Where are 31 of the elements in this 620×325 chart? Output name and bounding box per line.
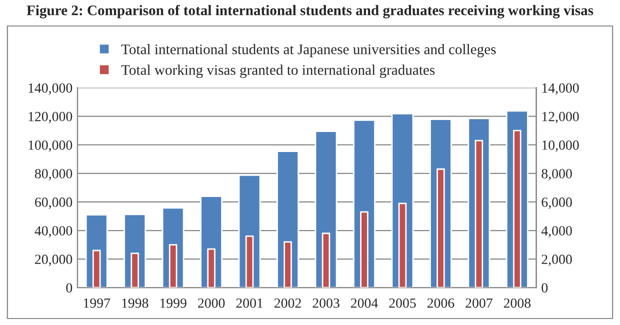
x-tick-label: 1998 bbox=[122, 298, 148, 308]
y-tick-label: 100,000 bbox=[28, 140, 72, 152]
x-tick-label: 2005 bbox=[389, 298, 416, 308]
x-tick-label: 2007 bbox=[466, 298, 492, 308]
x-tick-label: 2001 bbox=[236, 298, 263, 308]
x-tick-label: 1997 bbox=[84, 298, 110, 308]
y2-tick-label: 2,000 bbox=[542, 254, 572, 266]
x-tick-label: 2004 bbox=[350, 298, 378, 308]
x-tick-label: 1999 bbox=[160, 298, 186, 308]
y2-tick-label: 10,000 bbox=[542, 140, 579, 152]
y2-tick-label: 4,000 bbox=[541, 226, 572, 238]
y-tick-label: 120,000 bbox=[28, 112, 72, 124]
y2-tick-label: 14,000 bbox=[542, 83, 579, 95]
y2-tick-label: 0 bbox=[542, 283, 548, 293]
y-tick-label: 20,000 bbox=[35, 254, 72, 266]
y2-tick-label: 6,000 bbox=[542, 198, 572, 209]
y2-tick-label: 8,000 bbox=[542, 168, 572, 180]
y-tick-label: 0 bbox=[66, 283, 72, 293]
legend-label: Total international students at Japanese universities and colleges bbox=[121, 44, 496, 58]
x-tick-label: 2002 bbox=[274, 298, 301, 308]
y-tick-label: 140,000 bbox=[28, 83, 72, 95]
x-tick-label: 2008 bbox=[504, 298, 531, 308]
y-tick-label: 80,000 bbox=[34, 168, 72, 180]
x-tick-label: 2006 bbox=[427, 298, 454, 308]
x-tick-label: 2000 bbox=[198, 298, 225, 308]
y2-tick-label: 12,000 bbox=[542, 112, 579, 124]
x-tick-label: 2003 bbox=[312, 298, 340, 308]
y-tick-label: 60,000 bbox=[35, 198, 72, 209]
chart-title: Figure 2: Comparison of total international students and graduates receiving working visas bbox=[26, 4, 594, 18]
legend-label: Total working visas granted to international graduates bbox=[121, 64, 435, 78]
y-tick-label: 40,000 bbox=[34, 226, 72, 238]
